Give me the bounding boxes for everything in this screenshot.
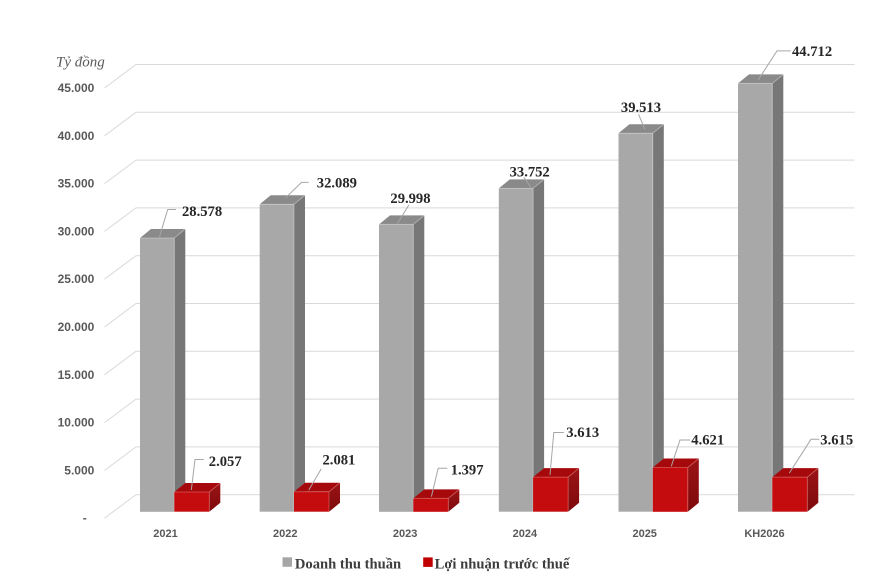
svg-text:15.000: 15.000: [58, 368, 95, 382]
svg-text:1.397: 1.397: [451, 463, 484, 479]
svg-text:45.000: 45.000: [58, 81, 95, 95]
svg-text:2023: 2023: [393, 528, 417, 540]
svg-text:3.613: 3.613: [566, 425, 599, 441]
svg-text:2022: 2022: [273, 528, 297, 540]
svg-text:35.000: 35.000: [58, 177, 95, 191]
svg-text:2.081: 2.081: [323, 453, 356, 469]
svg-text:KH2026: KH2026: [744, 528, 784, 540]
svg-text:30.000: 30.000: [58, 224, 95, 238]
svg-text:28.578: 28.578: [182, 204, 222, 220]
svg-text:10.000: 10.000: [58, 416, 95, 430]
svg-text:Doanh thu thuần: Doanh thu thuần: [295, 556, 401, 572]
svg-text:2024: 2024: [513, 528, 538, 540]
svg-text:5.000: 5.000: [64, 463, 94, 477]
svg-text:44.712: 44.712: [792, 44, 832, 60]
svg-text:2025: 2025: [632, 528, 656, 540]
svg-text:40.000: 40.000: [58, 129, 95, 143]
svg-text:3.615: 3.615: [820, 433, 853, 449]
svg-text:2021: 2021: [153, 528, 177, 540]
svg-text:4.621: 4.621: [691, 433, 724, 449]
svg-text:25.000: 25.000: [58, 272, 95, 286]
svg-text:29.998: 29.998: [390, 191, 430, 207]
svg-text:20.000: 20.000: [58, 320, 95, 334]
svg-text:2.057: 2.057: [209, 454, 242, 470]
svg-text:33.752: 33.752: [510, 164, 550, 180]
svg-text:39.513: 39.513: [621, 100, 661, 116]
svg-text:32.089: 32.089: [317, 176, 357, 192]
svg-text:-: -: [83, 511, 87, 525]
svg-text:Tỷ đồng: Tỷ đồng: [56, 55, 105, 71]
svg-text:Lợi nhuận trước thuế: Lợi nhuận trước thuế: [435, 556, 571, 572]
